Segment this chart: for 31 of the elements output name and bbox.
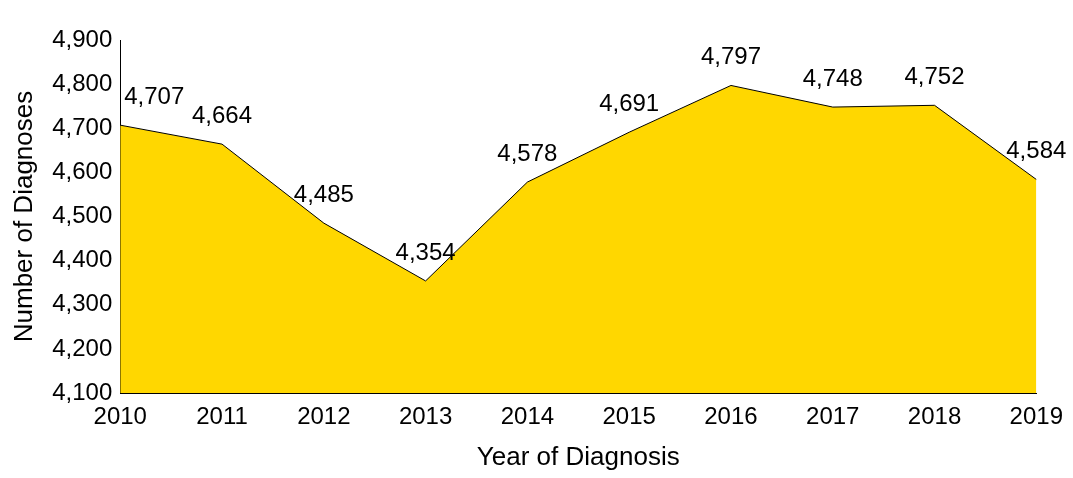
data-label: 4,584 — [1006, 136, 1067, 164]
data-label: 4,707 — [124, 81, 185, 109]
y-tick-label: 4,700 — [52, 112, 113, 140]
x-tick-label: 2011 — [196, 402, 248, 430]
x-tick-label: 2013 — [398, 402, 453, 430]
y-tick-label: 4,200 — [52, 333, 113, 361]
data-label: 4,797 — [700, 42, 761, 70]
x-tick-label: 2012 — [297, 402, 351, 430]
data-label: 4,485 — [293, 179, 354, 207]
x-tick-label: 2019 — [1009, 402, 1063, 430]
y-tick-label: 4,500 — [52, 201, 113, 229]
data-label: 4,664 — [192, 100, 253, 128]
y-tick-label: 4,400 — [52, 245, 113, 273]
data-label: 4,752 — [904, 61, 965, 89]
x-tick-label: 2014 — [500, 402, 555, 430]
y-tick-label: 4,600 — [52, 157, 113, 184]
x-tick-label: 2017 — [806, 402, 860, 430]
y-tick-label: 4,300 — [52, 289, 113, 317]
x-axis-title: Year of Diagnosis — [476, 440, 680, 471]
x-tick-label: 2010 — [93, 402, 147, 430]
data-label: 4,578 — [497, 138, 558, 166]
y-tick-label: 4,800 — [52, 68, 113, 96]
y-axis-title: Number of Diagnoses — [7, 90, 38, 343]
data-label: 4,748 — [802, 63, 863, 91]
data-label: 4,354 — [395, 237, 456, 265]
y-tick-label: 4,100 — [52, 377, 113, 405]
data-label: 4,691 — [599, 88, 660, 116]
y-tick-label: 4,900 — [52, 24, 113, 52]
x-tick-label: 2018 — [907, 402, 962, 430]
x-tick-label: 2015 — [602, 402, 656, 430]
x-tick-label: 2016 — [704, 402, 758, 430]
